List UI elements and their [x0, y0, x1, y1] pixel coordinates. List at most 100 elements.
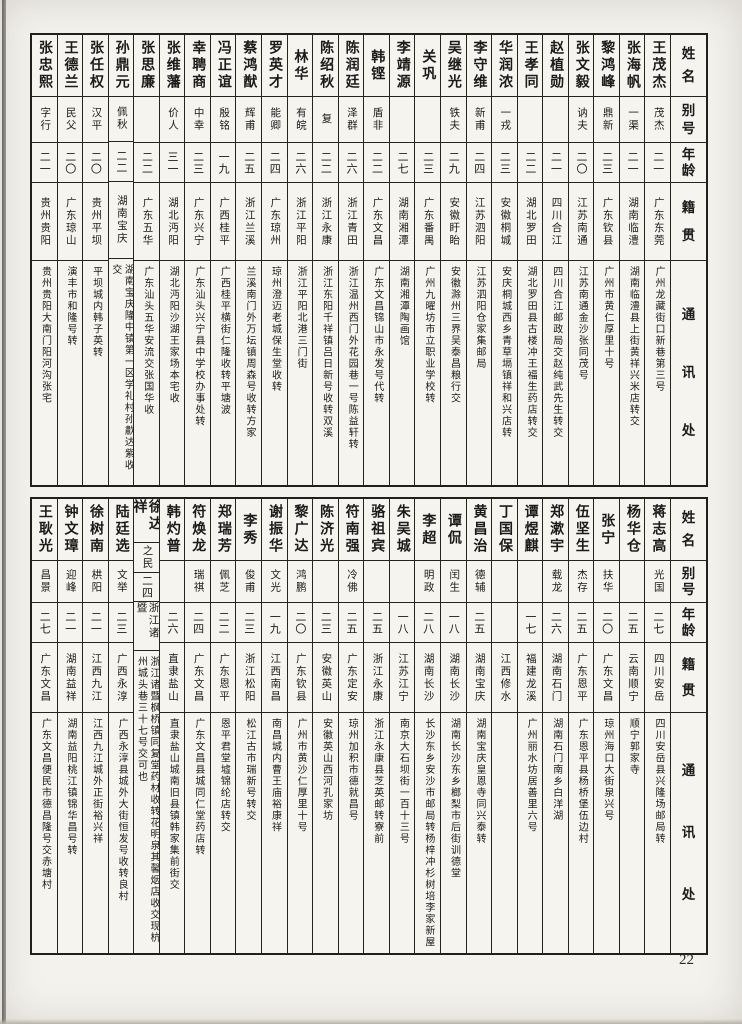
native-place-cell: 江苏南通 — [568, 183, 594, 261]
age-cell-text: 一九 — [268, 610, 281, 635]
age-cell-text: 二五 — [344, 610, 357, 635]
age-cell: 二四 — [185, 603, 210, 643]
column-header-name: 姓名 — [671, 499, 706, 561]
alias-cell-text: 闰生 — [448, 569, 460, 594]
name-cell: 华润浓 — [492, 35, 517, 97]
alias-cell: 复 — [313, 97, 338, 143]
name-cell-text: 丁国保 — [497, 504, 513, 555]
native-place-cell-text: 广东琼山 — [64, 196, 76, 247]
person-column: 钟文璋 迎峰 二一 湖南益祥 湖南益阳桃江镇锦华昌号转 — [56, 499, 83, 953]
address-cell-text: 广西桂平横街仁隆收转平塘波 — [218, 266, 230, 416]
name-cell-text: 张思廉 — [139, 40, 155, 91]
person-column: 丁国保 江西修水 — [491, 499, 517, 953]
header-char: 别 — [681, 565, 696, 581]
native-place-cell-text: 湖南长沙 — [448, 652, 460, 703]
person-column: 陈绍秋复二二 浙江永康 浙江东阳千祥镇吕日新号收转双溪 — [312, 35, 338, 485]
name-cell-text: 罗英才 — [266, 40, 282, 91]
address-cell: 广州丽水坊居善里六号 — [518, 713, 543, 953]
native-place-cell: 贵州贵阳 — [31, 183, 57, 261]
native-place-cell: 浙江平阳 — [287, 183, 313, 261]
name-cell-text: 冯正谊 — [215, 40, 231, 91]
alias-cell-text: 文光 — [269, 569, 281, 594]
person-column: 郑瑞芳 佩芝 二二 广东恩平 恩平君堂墟锦纶店转交 — [209, 499, 236, 953]
header-char: 处 — [681, 887, 696, 903]
name-cell-text: 陆廷选 — [113, 504, 129, 555]
age-cell: 一八 — [389, 603, 415, 643]
name-cell: 黎鸿峰 — [594, 35, 619, 97]
address-cell: 恩平君堂墟锦纶店转交 — [211, 713, 236, 953]
native-place-cell-text: 四川合江 — [550, 196, 562, 247]
alias-cell-text: 扶华 — [601, 569, 613, 594]
native-place-cell: 湖南长沙 — [415, 643, 440, 713]
person-column: 吴继光 铁夫 二九 安徽盱眙 安徽滁州三界吴泰昌粮行交 — [439, 35, 466, 485]
native-place-cell-text: 广东番禺 — [422, 196, 434, 247]
age-cell-text: 二四 — [268, 150, 281, 175]
alias-cell: 德辅 — [466, 561, 492, 603]
native-place-cell: 湖南长沙 — [440, 643, 466, 713]
name-cell-text: 王茂杰 — [650, 40, 666, 91]
native-place-cell: 江苏泗阳 — [466, 183, 492, 261]
age-cell-text: 二一 — [63, 610, 76, 635]
name-cell-text: 徐达祥 — [134, 499, 159, 533]
address-cell: 浙江温州西门外花园巷一号陈益轩转 — [339, 261, 364, 485]
age-cell-text: 二三 — [242, 610, 255, 635]
age-cell: 二七 — [645, 603, 670, 643]
native-place-cell: 安徽盱眙 — [440, 183, 466, 261]
native-place-cell-text: 江苏泗阳 — [473, 196, 485, 247]
name-cell: 李守维 — [466, 35, 492, 97]
header-char: 姓 — [681, 46, 696, 62]
age-cell: 二〇 — [57, 143, 83, 183]
name-cell: 冯正谊 — [210, 35, 236, 97]
header-char: 别 — [681, 103, 696, 118]
address-cell-text: 恩平君堂墟锦纶店转交 — [218, 718, 230, 833]
age-cell: 二〇 — [568, 143, 594, 183]
name-cell: 罗英才 — [262, 35, 287, 97]
address-cell-text: 直隶盐山城南旧县镇韩家集前街交 — [167, 718, 179, 891]
address-cell-text: 南京大石坝街一百十三号 — [397, 718, 409, 845]
age-cell-text: 二五 — [472, 610, 485, 635]
person-column: 李超 明政 二八 湖南长沙 长沙东乡安沙市邮局转杨梓冲杉树培李家新屋 — [414, 499, 440, 953]
address-cell-text: 广州市黄仁厚里十号 — [601, 266, 613, 370]
native-place-cell-text: 广东定安 — [345, 652, 357, 703]
person-column: 关巩 二三 广东番禺 广州九曜坊市立职业学校转 — [414, 35, 440, 485]
native-place-cell-text: 广东兴宁 — [192, 196, 204, 247]
person-column: 孙鼎元 佩秋 二二 湖南宝庆 湖南宝庆隆中镇第一区学礼村孙歗达紫收交 — [107, 35, 134, 485]
native-place-cell: 广东琼山 — [57, 183, 83, 261]
alias-cell — [134, 97, 159, 143]
native-place-cell-text: 湖南益祥 — [64, 652, 76, 703]
alias-cell-text: 德辅 — [473, 569, 485, 594]
native-place-cell-text: 湖南长沙 — [422, 652, 434, 703]
header-column: 姓名别号年龄籍贯通讯处 — [670, 499, 706, 953]
alias-cell: 扶华 — [594, 561, 619, 603]
address-cell: 江西九江城外正街裕兴祥 — [83, 713, 108, 953]
age-cell — [492, 603, 517, 643]
age-cell: 二三 — [415, 143, 440, 183]
native-place-cell: 广东恩平 — [568, 643, 594, 713]
address-cell: 四川安岳县兴隆场邮局转 — [645, 713, 670, 953]
alias-cell: 佩秋 — [108, 97, 134, 143]
name-cell-text: 幸聘商 — [190, 40, 206, 91]
person-column: 谢振华 文光 一九 江西南昌 南昌城内曹王庙裕康祥 — [261, 499, 287, 953]
address-cell-text: 湖北沔阳沙湖王家场本宅收 — [167, 266, 179, 404]
name-cell: 徐树南 — [83, 499, 108, 561]
alias-cell-text: 杰存 — [576, 569, 588, 594]
age-cell-text: 二〇 — [575, 150, 588, 175]
address-cell: 松江古市瑞新号转交 — [236, 713, 261, 953]
age-cell: 二四 — [466, 143, 492, 183]
alias-cell: 民父 — [57, 97, 83, 143]
address-cell: 湖南湘潭陶画馆 — [390, 261, 415, 485]
alias-cell: 俊甫 — [236, 561, 261, 603]
alias-cell-text: 之民 — [141, 545, 153, 571]
name-cell: 谢振华 — [262, 499, 287, 561]
name-cell: 谭煜麒 — [517, 499, 543, 561]
name-cell: 张维藩 — [159, 35, 185, 97]
name-cell: 关巩 — [415, 35, 440, 97]
name-cell: 杨华仓 — [619, 499, 645, 561]
name-cell: 王德兰 — [57, 35, 83, 97]
age-cell-text: 二〇 — [63, 150, 76, 175]
person-column: 符南强 冷佛 二五 广东定安 琼州加积市德就昌号 — [337, 499, 364, 953]
age-cell-text: 二六 — [344, 150, 357, 175]
name-cell-text: 吴继光 — [445, 40, 461, 91]
age-cell-text: 二九 — [447, 150, 460, 175]
native-place-cell: 湖南临澧 — [619, 183, 645, 261]
